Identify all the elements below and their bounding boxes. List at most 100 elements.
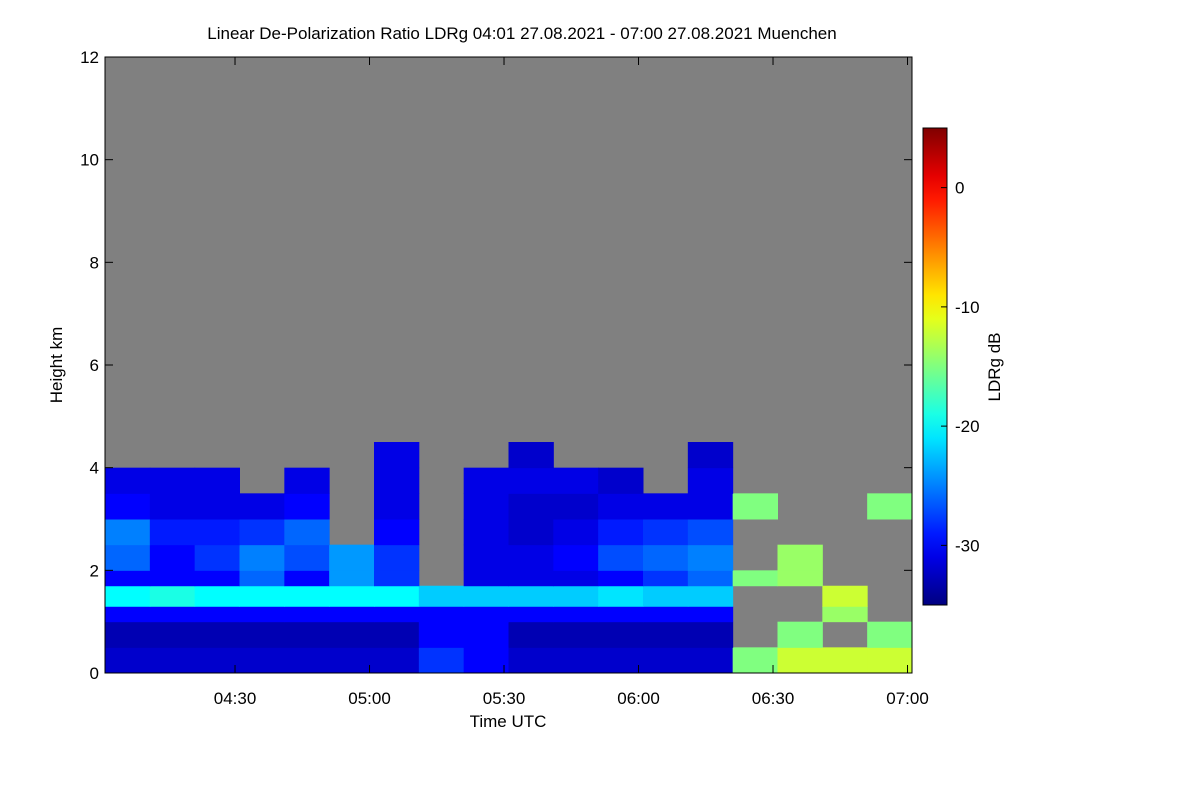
heatmap-cell bbox=[284, 570, 330, 587]
heatmap-cell bbox=[463, 493, 509, 520]
heatmap-cell bbox=[284, 647, 330, 674]
heatmap-cell bbox=[284, 606, 330, 623]
heatmap-cell bbox=[284, 493, 330, 520]
heatmap-cell bbox=[239, 585, 285, 607]
heatmap-cell bbox=[777, 544, 823, 571]
heatmap-cell bbox=[687, 570, 734, 587]
heatmap-cell bbox=[284, 467, 330, 494]
heatmap-cell bbox=[553, 519, 599, 546]
heatmap-cell bbox=[374, 442, 420, 469]
heatmap-cell bbox=[687, 493, 734, 520]
heatmap-cell bbox=[598, 570, 644, 587]
heatmap-cell bbox=[687, 442, 734, 469]
heatmap-cell bbox=[239, 606, 285, 623]
heatmap-cell bbox=[463, 621, 509, 648]
heatmap-cell bbox=[239, 544, 285, 571]
colorbar bbox=[922, 127, 948, 606]
heatmap-cell bbox=[598, 585, 644, 607]
heatmap-cell bbox=[149, 621, 196, 648]
heatmap-cell bbox=[508, 647, 554, 674]
heatmap-cell bbox=[149, 570, 196, 587]
heatmap-cell bbox=[194, 519, 240, 546]
heatmap-cell bbox=[463, 570, 509, 587]
x-tick-label: 06:00 bbox=[617, 689, 660, 708]
heatmap-cell bbox=[105, 606, 151, 623]
heatmap-cell bbox=[643, 519, 689, 546]
heatmap-cell bbox=[194, 570, 240, 587]
heatmap-cell bbox=[239, 621, 285, 648]
heatmap-cell bbox=[463, 544, 509, 571]
heatmap-cell bbox=[194, 544, 240, 571]
heatmap-cell bbox=[598, 621, 644, 648]
x-tick-label: 07:00 bbox=[886, 689, 929, 708]
heatmap-cell bbox=[329, 621, 375, 648]
heatmap-cell bbox=[194, 621, 240, 648]
heatmap-cell bbox=[418, 606, 465, 623]
x-tick-label: 05:00 bbox=[348, 689, 391, 708]
heatmap-cell bbox=[553, 647, 599, 674]
heatmap-cell bbox=[553, 493, 599, 520]
x-axis-label: Time UTC bbox=[470, 712, 547, 731]
heatmap-cell bbox=[418, 585, 465, 607]
colorbar-tick-label: -10 bbox=[955, 298, 980, 317]
heatmap-cell bbox=[508, 519, 554, 546]
heatmap-cell bbox=[284, 519, 330, 546]
heatmap-cell bbox=[777, 570, 823, 587]
heatmap-cell bbox=[867, 621, 913, 648]
heatmap-cell bbox=[598, 493, 644, 520]
heatmap-cell bbox=[508, 585, 554, 607]
heatmap-cell bbox=[105, 570, 151, 587]
heatmap-cell bbox=[867, 647, 913, 674]
colorbar-label: LDRg dB bbox=[985, 333, 1004, 402]
heatmap-cell bbox=[687, 519, 734, 546]
heatmap-cell bbox=[643, 544, 689, 571]
colorbar-tick-label: -20 bbox=[955, 417, 980, 436]
heatmap-cell bbox=[329, 606, 375, 623]
heatmap-cell bbox=[687, 606, 734, 623]
heatmap-cell bbox=[374, 570, 420, 587]
heatmap-cell bbox=[508, 442, 554, 469]
heatmap-cell bbox=[329, 544, 375, 571]
heatmap-cell bbox=[105, 621, 151, 648]
heatmap-cell bbox=[687, 467, 734, 494]
colorbar-tick-label: 0 bbox=[955, 179, 964, 198]
chart-title: Linear De-Polarization Ratio LDRg 04:01 … bbox=[207, 24, 836, 43]
heatmap-cell bbox=[732, 570, 778, 587]
heatmap-cell bbox=[194, 606, 240, 623]
heatmap-cell bbox=[687, 621, 734, 648]
heatmap-cell bbox=[105, 467, 151, 494]
heatmap-cell bbox=[374, 621, 420, 648]
heatmap-cell bbox=[463, 519, 509, 546]
heatmap-cell bbox=[822, 606, 868, 623]
heatmap-cell bbox=[687, 647, 734, 674]
heatmap-cell bbox=[643, 621, 689, 648]
heatmap-cell bbox=[149, 493, 196, 520]
heatmap-cell bbox=[239, 519, 285, 546]
heatmap-cell bbox=[374, 585, 420, 607]
x-tick-label: 04:30 bbox=[214, 689, 257, 708]
heatmap-cell bbox=[418, 647, 465, 674]
heatmap-cell bbox=[194, 647, 240, 674]
y-tick-label: 8 bbox=[90, 253, 99, 272]
y-tick-label: 6 bbox=[90, 356, 99, 375]
heatmap-cell bbox=[508, 467, 554, 494]
heatmap-cell bbox=[553, 570, 599, 587]
heatmap-cell bbox=[374, 467, 420, 494]
y-tick-label: 10 bbox=[80, 151, 99, 170]
heatmap-cell bbox=[329, 570, 375, 587]
heatmap-cell bbox=[463, 606, 509, 623]
heatmap-cell bbox=[284, 544, 330, 571]
y-tick-label: 4 bbox=[90, 459, 99, 478]
heatmap-cell bbox=[418, 621, 465, 648]
heatmap-cell bbox=[374, 544, 420, 571]
heatmap-cell bbox=[284, 621, 330, 648]
heatmap-cell bbox=[643, 606, 689, 623]
heatmap-cell bbox=[643, 647, 689, 674]
heatmap-cell bbox=[374, 606, 420, 623]
heatmap-cell bbox=[284, 585, 330, 607]
heatmap-cell bbox=[149, 467, 196, 494]
heatmap-cell bbox=[329, 647, 375, 674]
heatmap-cell bbox=[643, 570, 689, 587]
heatmap-cell bbox=[105, 585, 151, 607]
